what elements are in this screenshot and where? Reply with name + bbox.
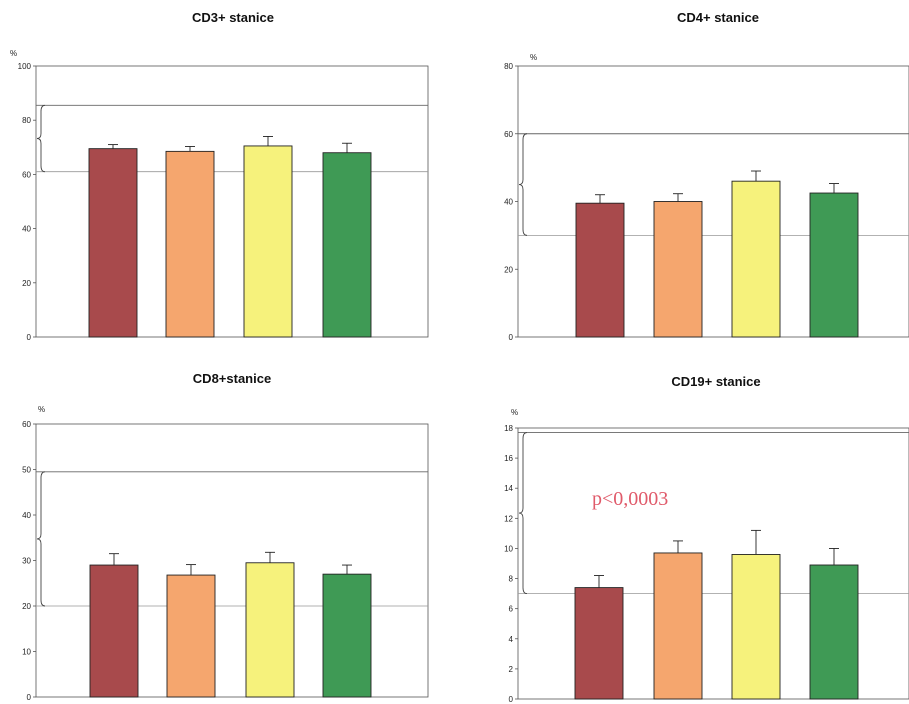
bar (322, 152, 372, 338)
y-unit-label: % (38, 405, 45, 414)
y-tick-label: 10 (504, 544, 513, 553)
bar (809, 192, 859, 338)
panel-cd8: CD8+stanice % (38, 371, 271, 414)
y-tick-label: 20 (504, 265, 513, 274)
chart-cd4: 0 20 40 60 80 (504, 62, 909, 342)
y-tick-label: 8 (509, 575, 514, 584)
bar (653, 552, 703, 700)
bar (165, 150, 215, 338)
y-tick-label: 4 (509, 635, 514, 644)
plot-area (517, 427, 909, 700)
chart-cd3: 0 20 40 60 80 100 (18, 62, 429, 342)
reference-range-brace (36, 104, 46, 173)
y-tick-label: 60 (22, 420, 31, 429)
y-tick-label: 30 (22, 557, 31, 566)
panel-cd4: CD4+ stanice % (530, 10, 759, 62)
reference-range-brace (518, 432, 528, 595)
y-tick-label: 18 (504, 424, 513, 433)
y-tick-label: 2 (509, 665, 514, 674)
bar (89, 564, 139, 698)
bar (245, 562, 295, 698)
chart-cd8: 0 10 20 30 40 50 60 (22, 420, 429, 702)
y-tick-label: 10 (22, 648, 31, 657)
y-tick-label: 60 (22, 170, 31, 179)
plot-area (35, 65, 429, 338)
bar (88, 148, 138, 338)
bar (574, 587, 624, 700)
y-tick-label: 100 (18, 62, 32, 71)
bar (653, 201, 703, 338)
chart-cd19: 0 2 4 6 8 10 12 14 16 18 (504, 424, 909, 704)
bar (243, 145, 293, 338)
y-tick-label: 14 (504, 484, 513, 493)
y-tick-label: 0 (509, 695, 514, 704)
y-tick-label: 0 (509, 333, 514, 342)
y-tick-label: 80 (22, 116, 31, 125)
y-tick-label: 0 (27, 693, 32, 702)
chart-title: CD3+ stanice (192, 10, 274, 25)
bar (575, 202, 625, 338)
y-tick-label: 50 (22, 466, 31, 475)
chart-title: CD19+ stanice (671, 374, 760, 389)
y-tick-label: 6 (509, 605, 514, 614)
y-tick-label: 40 (22, 225, 31, 234)
reference-range-brace (36, 471, 46, 607)
chart-title: CD4+ stanice (677, 10, 759, 25)
bar (809, 564, 859, 700)
panel-cd3: CD3+ stanice % (10, 10, 274, 58)
chart-title: CD8+stanice (193, 371, 271, 386)
y-tick-label: 0 (27, 333, 32, 342)
y-tick-label: 40 (504, 198, 513, 207)
p-value-annotation: p<0,0003 (592, 488, 668, 510)
y-unit-label: % (530, 53, 537, 62)
y-tick-label: 20 (22, 602, 31, 611)
bar (731, 180, 781, 338)
bar (322, 573, 372, 698)
y-tick-label: 40 (22, 511, 31, 520)
bar (731, 554, 781, 700)
bar (166, 574, 216, 698)
reference-range-brace (518, 133, 528, 236)
y-tick-label: 16 (504, 454, 513, 463)
panel-cd19: CD19+ stanice % (511, 374, 761, 417)
y-tick-label: 80 (504, 62, 513, 71)
y-tick-label: 12 (504, 514, 513, 523)
y-unit-label: % (10, 49, 17, 58)
y-tick-label: 20 (22, 279, 31, 288)
y-tick-label: 60 (504, 130, 513, 139)
y-unit-label: % (511, 408, 518, 417)
